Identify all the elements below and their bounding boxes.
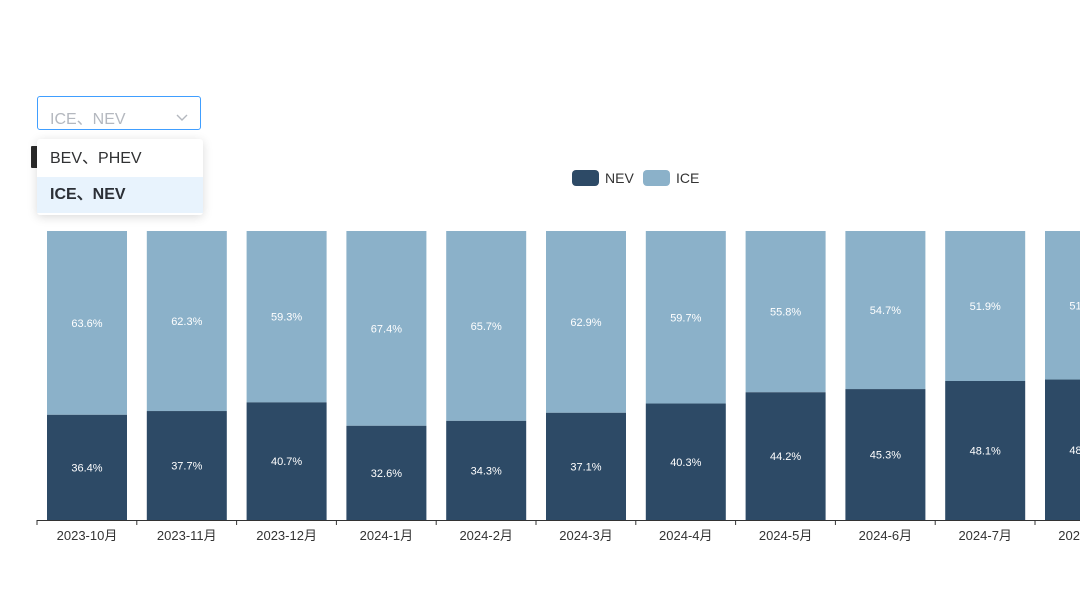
data-label-nev-1: 37.7% [171,461,202,473]
data-label-ice-3: 67.4% [371,323,402,335]
legend-swatch-nev[interactable] [572,170,599,186]
bar-nev-7 [745,392,826,520]
legend-label-nev[interactable]: NEV [605,170,634,186]
tick-label-10: 2024-8月 [1058,528,1080,543]
data-label-nev-8: 45.3% [870,450,901,462]
tick-label-2: 2023-12月 [256,528,317,543]
series-select[interactable]: ICE、NEV [37,96,201,130]
bar-ice-0 [47,231,127,415]
tick-label-9: 2024-7月 [958,528,1011,543]
data-label-nev-3: 32.6% [371,468,402,480]
chevron-down-icon [176,109,188,127]
bar-nev-4 [446,420,527,520]
tick-label-1: 2023-11月 [157,528,217,543]
bar-ice-8 [845,231,926,390]
bar-nev-3 [346,425,427,520]
data-label-ice-4: 65.7% [471,321,502,333]
data-label-ice-8: 54.7% [870,305,901,317]
bar-nev-2 [246,402,327,520]
data-label-nev-4: 34.3% [471,465,502,477]
data-label-ice-6: 59.7% [670,312,701,324]
bar-ice-9 [945,231,1026,381]
data-label-ice-7: 55.8% [770,307,801,319]
data-label-ice-0: 63.6% [71,318,102,330]
bar-ice-3 [346,231,427,426]
data-label-nev-2: 40.7% [271,456,302,468]
bar-ice-6 [645,231,726,404]
bar-nev-9 [945,380,1026,520]
tick-label-4: 2024-2月 [459,528,512,543]
legend: NEV ICE [572,170,699,186]
tick-label-3: 2024-1月 [360,528,413,543]
title-fragment [31,146,39,168]
data-label-ice-5: 62.9% [570,317,601,329]
data-label-ice-1: 62.3% [171,316,202,328]
bar-nev-8 [845,389,926,520]
bar-ice-7 [745,231,826,393]
data-label-nev-5: 37.1% [570,461,601,473]
data-label-nev-7: 44.2% [770,451,801,463]
x-axis: 2023-10月 2023-11月 2023-12月 2024-1月 2024-2月 20… [36,520,1080,543]
tick-label-5: 2024-3月 [559,528,612,543]
bar-ice-10 [1045,231,1080,380]
tick-label-6: 2024-4月 [659,528,712,543]
dropdown-option-bev-phev[interactable]: BEV、PHEV [50,150,142,167]
bars-layer: 63.6% 36.4% 62.3% 37.7% 59.3% 40.7% 67.4% 32.6%… [47,231,1080,520]
data-label-nev-0: 36.4% [71,462,102,474]
select-dropdown: BEV、PHEV ICE、NEV [37,139,203,215]
data-label-ice-9: 51.9% [970,301,1001,313]
data-label-ice-2: 59.3% [271,312,302,324]
bar-ice-4 [446,231,527,421]
legend-swatch-ice[interactable] [643,170,670,186]
bar-nev-6 [645,403,726,520]
legend-label-ice[interactable]: ICE [676,170,699,186]
bar-nev-1 [146,411,227,520]
tick-label-0: 2023-10月 [57,528,118,543]
bar-ice-2 [246,231,327,403]
tick-label-7: 2024-5月 [759,528,812,543]
bar-nev-5 [546,412,626,520]
select-value: ICE、NEV [50,111,126,128]
data-label-nev-6: 40.3% [670,457,701,469]
data-label-nev-9: 48.1% [970,445,1001,457]
dropdown-option-ice-nev[interactable]: ICE、NEV [37,177,203,213]
bar-nev-10 [1045,379,1080,520]
bar-ice-1 [146,231,227,412]
tick-label-8: 2024-6月 [859,528,912,543]
bar-ice-5 [546,231,626,413]
data-label-nev-10: 48.6% [1069,445,1080,457]
data-label-ice-10: 51.4% [1069,300,1080,312]
bar-nev-0 [47,414,127,520]
